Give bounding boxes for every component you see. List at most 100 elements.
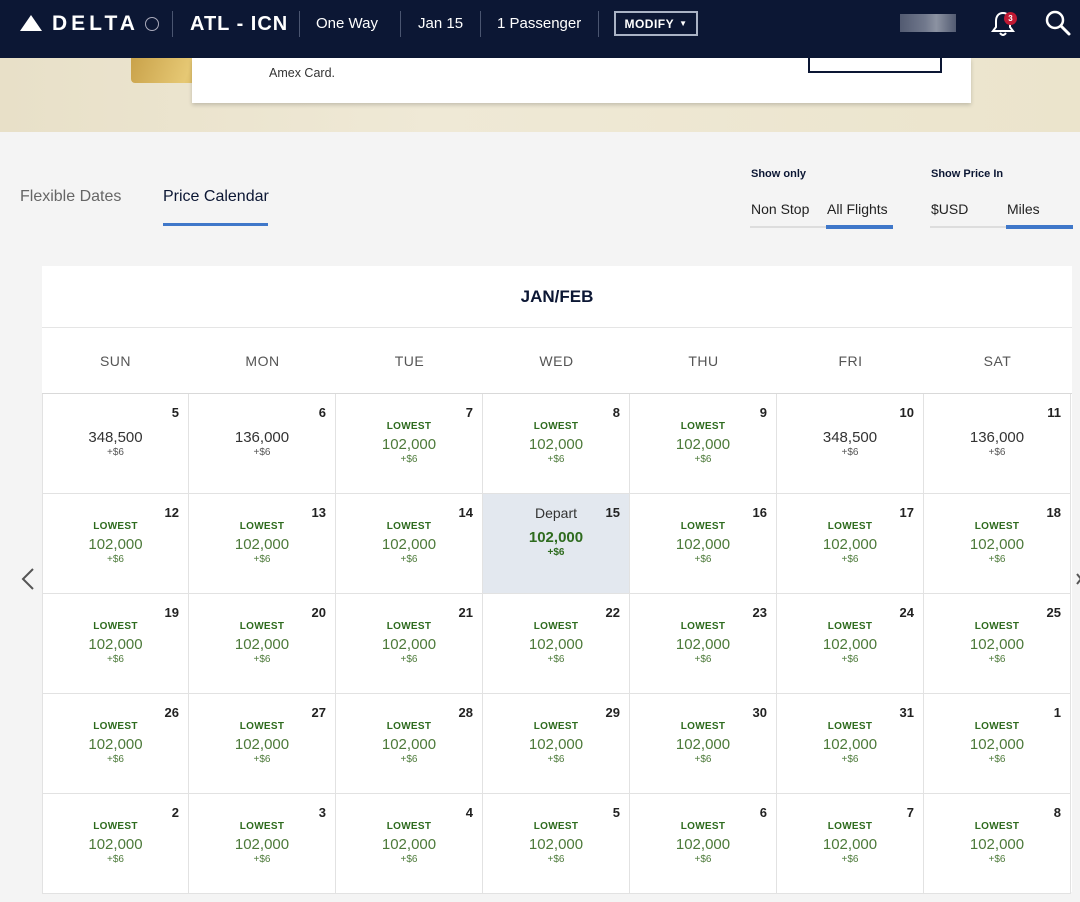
promo-cta-button[interactable] [808,56,942,73]
price-miles-option[interactable]: Miles [1007,201,1040,217]
day-number: 27 [311,705,326,720]
day-number: 10 [899,405,914,420]
calendar-day-cell[interactable]: 24 LOWEST 102,000 +$6 [777,594,924,694]
header-divider [400,11,401,37]
calendar-day-cell[interactable]: 31 LOWEST 102,000 +$6 [777,694,924,794]
miles-price: 102,000 [822,736,878,753]
calendar-day-cell[interactable]: 6 136,000 +$6 [189,394,336,494]
calendar-day-cell[interactable]: 30 LOWEST 102,000 +$6 [630,694,777,794]
filter-all-flights[interactable]: All Flights [827,201,888,217]
calendar-day-cell[interactable]: 10 348,500 +$6 [777,394,924,494]
miles-price: 102,000 [234,836,290,853]
lowest-fare-badge: LOWEST [239,821,285,832]
lowest-fare-badge: LOWEST [533,621,579,632]
calendar-day-cell[interactable]: 8 LOWEST 102,000 +$6 [924,794,1071,894]
calendar-day-cell[interactable]: 2 LOWEST 102,000 +$6 [42,794,189,894]
day-number: 28 [458,705,473,720]
day-number: 6 [318,405,326,420]
tab-flexible-dates[interactable]: Flexible Dates [20,188,122,205]
miles-price: 102,000 [675,836,731,853]
day-number: 26 [164,705,179,720]
calendar-day-cell[interactable]: 5 348,500 +$6 [42,394,189,494]
calendar-day-cell[interactable]: 28 LOWEST 102,000 +$6 [336,694,483,794]
filter-non-stop[interactable]: Non Stop [751,201,810,217]
day-number: 6 [759,805,767,820]
weekday-label: FRI [838,352,863,369]
user-account-name-blurred[interactable] [900,14,956,32]
promo-text: Amex Card. [269,66,335,80]
calendar-day-cell[interactable]: 7 LOWEST 102,000 +$6 [336,394,483,494]
delta-widget-icon [20,15,42,31]
calendar-day-cell[interactable]: 8 LOWEST 102,000 +$6 [483,394,630,494]
brand-name: DELTA [52,12,139,35]
modify-search-button[interactable]: MODIFY ▼ [614,11,698,36]
lowest-fare-badge: LOWEST [680,421,726,432]
next-month-chevron-icon[interactable] [1074,566,1080,592]
day-number: 30 [752,705,767,720]
weekday-label: TUE [394,352,425,369]
miles-price: 102,000 [675,536,731,553]
calendar-day-cell[interactable]: 25 LOWEST 102,000 +$6 [924,594,1071,694]
calendar-week-row: 26 LOWEST 102,000 +$6 27 LOWEST 102,000 +$6 28 LO… [42,694,1072,794]
miles-price: 102,000 [969,736,1025,753]
calendar-day-cell[interactable]: 21 LOWEST 102,000 +$6 [336,594,483,694]
lowest-fare-badge: LOWEST [93,621,138,632]
lowest-fare-badge: LOWEST [533,421,579,432]
calendar-day-cell[interactable]: 6 LOWEST 102,000 +$6 [630,794,777,894]
miles-price: 102,000 [675,436,731,453]
tab-price-calendar[interactable]: Price Calendar [163,188,269,205]
calendar-day-cell[interactable]: 20 LOWEST 102,000 +$6 [189,594,336,694]
day-number: 29 [605,705,620,720]
tax-fee: +$6 [841,754,859,765]
tax-fee: +$6 [547,547,565,558]
calendar-day-cell[interactable]: 12 LOWEST 102,000 +$6 [42,494,189,594]
calendar-day-cell[interactable]: 22 LOWEST 102,000 +$6 [483,594,630,694]
tax-fee: +$6 [694,454,712,465]
lowest-fare-badge: LOWEST [386,721,432,732]
price-calendar: JAN/FEB SUN MON TUE WED THU FRI SAT 5 348,500 +$… [42,266,1072,894]
calendar-day-cell[interactable]: 16 LOWEST 102,000 +$6 [630,494,777,594]
tax-fee: +$6 [694,554,712,565]
lowest-fare-badge: LOWEST [533,721,579,732]
calendar-day-cell[interactable]: 26 LOWEST 102,000 +$6 [42,694,189,794]
calendar-day-cell-selected[interactable]: 15 Depart 102,000 +$6 [483,494,630,594]
weekday-header-row: SUN MON TUE WED THU FRI SAT [42,328,1072,394]
miles-price: 102,000 [234,736,290,753]
calendar-day-cell[interactable]: 5 LOWEST 102,000 +$6 [483,794,630,894]
header-divider [598,11,599,37]
previous-month-chevron-icon[interactable] [18,566,38,592]
calendar-day-cell[interactable]: 3 LOWEST 102,000 +$6 [189,794,336,894]
delta-logo[interactable]: DELTA [20,12,159,36]
calendar-day-cell[interactable]: 13 LOWEST 102,000 +$6 [189,494,336,594]
price-usd-option[interactable]: $USD [931,201,969,217]
day-number: 18 [1046,505,1061,520]
lowest-fare-badge: LOWEST [386,621,432,632]
weekday-label: SUN [99,352,132,369]
calendar-day-cell[interactable]: 17 LOWEST 102,000 +$6 [777,494,924,594]
miles-price: 102,000 [822,636,878,653]
tax-fee: +$6 [547,754,565,765]
calendar-day-cell[interactable]: 7 LOWEST 102,000 +$6 [777,794,924,894]
calendar-day-cell[interactable]: 18 LOWEST 102,000 +$6 [924,494,1071,594]
calendar-day-cell[interactable]: 1 LOWEST 102,000 +$6 [924,694,1071,794]
tax-fee: +$6 [253,447,271,458]
calendar-day-cell[interactable]: 27 LOWEST 102,000 +$6 [189,694,336,794]
calendar-day-cell[interactable]: 4 LOWEST 102,000 +$6 [336,794,483,894]
miles-price: 102,000 [528,636,584,653]
calendar-week-row: 12 LOWEST 102,000 +$6 13 LOWEST 102,000 +$6 14 LO… [42,494,1072,594]
miles-price: 102,000 [528,436,584,453]
calendar-day-cell[interactable]: 29 LOWEST 102,000 +$6 [483,694,630,794]
tax-fee: +$6 [547,854,565,865]
weekday-label: MON [245,352,280,369]
calendar-day-cell[interactable]: 9 LOWEST 102,000 +$6 [630,394,777,494]
calendar-day-cell[interactable]: 19 LOWEST 102,000 +$6 [42,594,189,694]
calendar-day-cell[interactable]: 23 LOWEST 102,000 +$6 [630,594,777,694]
promo-message-box: Amex Card. [192,56,971,103]
calendar-day-cell[interactable]: 11 136,000 +$6 [924,394,1071,494]
day-number: 9 [759,405,767,420]
lowest-fare-badge: LOWEST [974,721,1020,732]
day-number: 4 [465,805,473,820]
search-icon[interactable] [1044,9,1072,37]
tax-fee: +$6 [107,754,124,765]
calendar-day-cell[interactable]: 14 LOWEST 102,000 +$6 [336,494,483,594]
